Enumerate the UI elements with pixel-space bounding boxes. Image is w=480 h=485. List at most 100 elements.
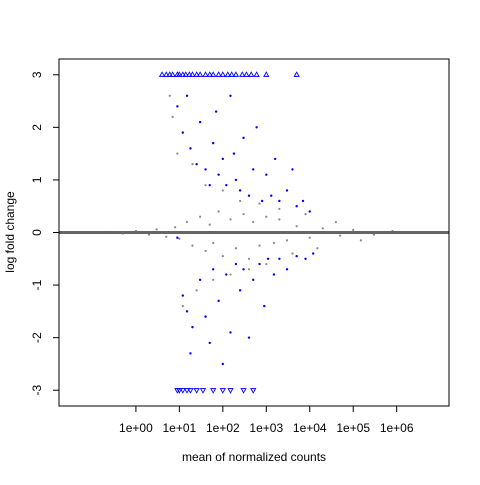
data-point-nonsignificant: [334, 220, 338, 224]
data-point-nonsignificant: [199, 215, 202, 218]
data-point-significant: [270, 194, 273, 197]
data-point-nonsignificant: [265, 262, 268, 266]
y-tick-label: 3: [30, 71, 44, 78]
data-point-significant: [211, 268, 215, 271]
data-point-significant: [301, 199, 305, 203]
x-axis-label: mean of normalized counts: [182, 450, 326, 464]
data-point-triangle-up: [239, 71, 246, 77]
data-point-significant: [214, 110, 218, 113]
data-point-significant: [234, 262, 238, 266]
data-point-significant: [211, 141, 215, 145]
data-point-nonsignificant: [265, 215, 268, 218]
data-point-nonsignificant: [171, 115, 174, 118]
data-point-triangle-up: [186, 71, 193, 77]
data-point-significant: [265, 173, 268, 176]
data-point-significant: [191, 325, 194, 329]
data-point-significant: [285, 189, 289, 192]
y-tick-label: 1: [30, 176, 44, 183]
points-layer: [91, 71, 394, 394]
x-tick-label: 1e+00: [119, 421, 153, 435]
data-point-nonsignificant: [316, 247, 319, 250]
data-point-significant: [278, 257, 281, 260]
data-point-significant: [247, 336, 251, 339]
data-point-nonsignificant: [278, 218, 281, 221]
data-point-significant: [198, 278, 202, 282]
data-point-triangle-up: [169, 71, 176, 77]
data-point-significant: [181, 131, 185, 134]
data-point-triangle-up: [158, 71, 166, 77]
data-point-significant: [217, 299, 220, 303]
data-point-triangle-up: [163, 71, 170, 77]
data-point-significant: [225, 183, 228, 187]
data-point-nonsignificant: [291, 252, 294, 255]
data-point-triangle-down: [199, 388, 207, 394]
data-point-triangle-down: [210, 388, 217, 394]
data-point-significant: [252, 168, 255, 171]
data-point-nonsignificant: [174, 226, 177, 229]
y-tick-label: -2: [30, 332, 44, 343]
data-point-significant: [204, 168, 207, 171]
data-point-significant: [273, 157, 277, 161]
data-point-triangle-down: [179, 388, 186, 394]
data-point-nonsignificant: [258, 202, 261, 205]
data-point-nonsignificant: [185, 220, 189, 224]
x-axis: 1e+00 1e+01 1e+02 1e+03 1e+04 1e+05 1e+06: [119, 405, 414, 435]
data-point-triangle-up: [215, 71, 222, 77]
y-tick-label: -3: [30, 385, 44, 396]
data-point-triangle-up: [263, 71, 270, 77]
data-point-nonsignificant: [272, 241, 276, 245]
data-point-nonsignificant: [181, 305, 184, 308]
data-point-triangle-up: [219, 71, 227, 77]
data-point-significant: [195, 162, 198, 166]
data-point-triangle-up: [232, 71, 240, 77]
data-point-nonsignificant: [234, 247, 238, 250]
data-point-significant: [285, 268, 289, 271]
data-point-triangle-down: [240, 388, 247, 394]
data-point-nonsignificant: [339, 234, 342, 237]
data-point-nonsignificant: [247, 257, 251, 260]
x-tick-label: 1e+02: [206, 421, 240, 435]
data-point-nonsignificant: [178, 237, 181, 240]
data-point-nonsignificant: [165, 235, 168, 238]
data-point-significant: [295, 205, 298, 208]
data-point-nonsignificant: [352, 228, 355, 231]
data-point-nonsignificant: [212, 278, 215, 281]
data-point-triangle-down: [183, 388, 191, 394]
data-point-nonsignificant: [221, 255, 224, 258]
data-point-significant: [217, 173, 220, 176]
data-point-triangle-down: [176, 388, 183, 394]
data-point-nonsignificant: [221, 189, 224, 192]
data-point-triangle-down: [227, 388, 234, 394]
data-point-significant: [185, 94, 189, 98]
data-point-significant: [266, 257, 270, 260]
data-point-triangle-up: [224, 71, 231, 77]
data-point-significant: [272, 273, 276, 276]
data-point-significant: [304, 257, 307, 260]
x-tick-label: 1e+06: [380, 421, 414, 435]
data-point-significant: [176, 105, 179, 108]
x-tick-label: 1e+05: [336, 421, 370, 435]
data-point-significant: [260, 199, 264, 203]
y-tick-label: -1: [30, 279, 44, 290]
data-point-significant: [189, 352, 192, 355]
data-point-nonsignificant: [212, 241, 215, 245]
data-point-triangle-up: [210, 71, 217, 77]
data-point-significant: [176, 236, 179, 239]
data-point-significant: [247, 194, 251, 197]
data-point-significant: [258, 262, 261, 266]
data-point-nonsignificant: [191, 244, 194, 247]
data-point-triangle-up: [202, 71, 209, 77]
data-point-significant: [242, 136, 245, 140]
data-point-significant: [221, 362, 225, 366]
data-point-triangle-up: [189, 71, 196, 77]
data-point-triangle-down: [219, 388, 227, 394]
data-point-nonsignificant: [229, 218, 232, 221]
data-point-triangle-up: [182, 71, 189, 77]
data-point-nonsignificant: [155, 228, 158, 231]
data-point-nonsignificant: [372, 233, 376, 236]
data-point-significant: [234, 178, 238, 182]
data-point-nonsignificant: [321, 227, 324, 230]
data-point-triangle-up: [253, 71, 260, 77]
data-point-significant: [204, 315, 207, 318]
